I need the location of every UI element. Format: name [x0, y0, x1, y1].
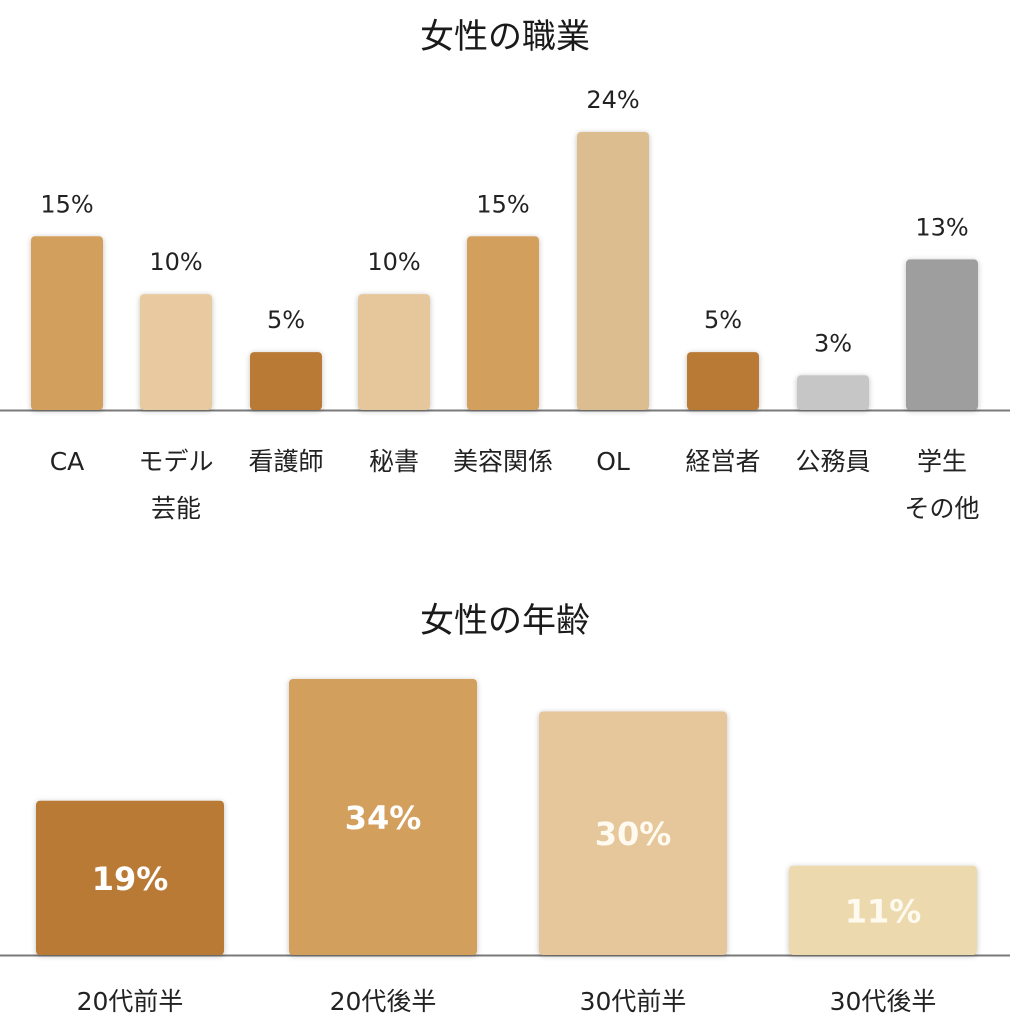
category-label: 看護師: [248, 447, 323, 476]
category-label: 秘書: [369, 447, 419, 476]
bar: [797, 375, 869, 410]
chart-title: 女性の年齢: [420, 601, 590, 641]
category-label: 芸能: [151, 494, 201, 523]
bar: [789, 865, 977, 955]
data-label: 3%: [814, 329, 852, 357]
category-label: 30代前半: [580, 987, 687, 1016]
data-label: 24%: [586, 86, 639, 114]
data-label: 10%: [149, 248, 202, 276]
data-label: 19%: [92, 860, 169, 898]
bar: [250, 352, 322, 410]
bar: [906, 259, 978, 410]
bar: [289, 679, 477, 955]
bar: [577, 132, 649, 410]
bar: [687, 352, 759, 410]
category-label: モデル: [138, 447, 213, 476]
category-label: 学生: [917, 447, 967, 476]
category-label: 公務員: [795, 447, 870, 476]
bar: [539, 711, 727, 955]
data-label: 5%: [267, 306, 305, 334]
bar: [140, 294, 212, 410]
data-label: 13%: [915, 213, 968, 241]
category-label: OL: [596, 447, 630, 476]
category-label: CA: [50, 447, 85, 476]
data-label: 15%: [476, 190, 529, 218]
category-label: 30代後半: [830, 987, 937, 1016]
category-label: 20代後半: [330, 987, 437, 1016]
bar: [31, 236, 103, 410]
category-label: 経営者: [685, 447, 760, 476]
data-label: 15%: [40, 190, 93, 218]
category-label: 美容関係: [453, 447, 553, 476]
bar: [467, 236, 539, 410]
data-label: 30%: [595, 815, 672, 853]
age-chart: 女性の年齢 19% 20代前半 34% 20代後半 30% 30代前半 11% 30代後半: [0, 601, 1010, 1016]
data-label: 11%: [845, 892, 922, 930]
data-label: 10%: [367, 248, 420, 276]
chart-title: 女性の職業: [420, 17, 590, 57]
data-label: 34%: [345, 799, 422, 837]
bar: [358, 294, 430, 410]
bar: [36, 800, 224, 955]
category-label: 20代前半: [77, 987, 184, 1016]
category-label: その他: [904, 494, 979, 523]
data-label: 5%: [704, 306, 742, 334]
